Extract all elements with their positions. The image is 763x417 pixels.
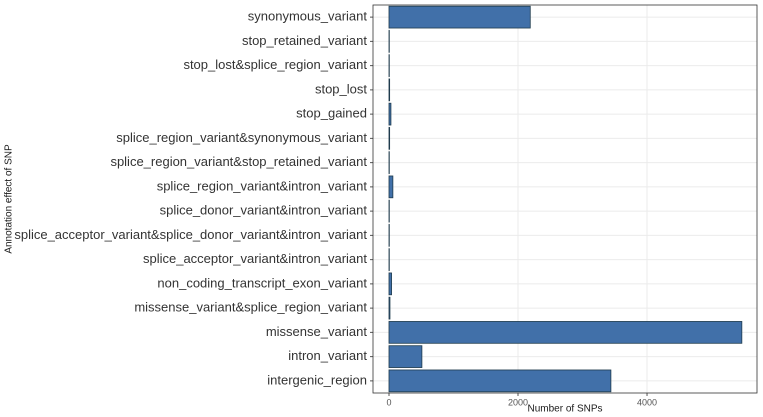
y-tick-label: splice_acceptor_variant&intron_variant [143,251,367,266]
y-tick-label: splice_acceptor_variant&splice_donor_var… [14,227,367,242]
y-tick-label: non_coding_transcript_exon_variant [157,275,367,290]
x-tick-label: 0 [386,397,391,407]
y-tick-label: synonymous_variant [248,9,368,24]
x-axis-title: Number of SNPs [527,404,602,415]
y-tick-label: intron_variant [288,348,367,363]
y-tick-label: missense_variant&splice_region_variant [134,300,367,315]
bar [388,102,392,126]
bar [388,272,392,296]
y-tick-label: splice_region_variant&synonymous_variant [116,130,367,145]
y-tick-label: splice_region_variant&intron_variant [157,178,368,193]
y-tick-label: splice_region_variant&stop_retained_vari… [110,154,367,169]
bar [388,296,391,320]
y-tick-label: stop_lost [315,81,367,96]
bar [388,321,743,344]
y-tick-label: stop_retained_variant [242,33,367,48]
x-tick-label: 2000 [508,397,528,407]
bar [388,175,394,199]
bar [388,345,423,368]
y-tick-label: intergenic_region [267,372,367,387]
y-axis-title: Annotation effect of SNP [4,144,15,254]
bar [388,369,612,393]
x-tick-label: 4000 [637,397,657,407]
y-tick-label: missense_variant [266,324,368,339]
y-tick-label: splice_donor_variant&intron_variant [160,203,368,218]
panel-border [372,4,758,394]
bar [388,5,531,29]
y-tick-label: stop_gained [296,106,367,121]
y-tick-label: stop_lost&splice_region_variant [183,57,367,72]
bar [388,127,391,150]
bar [388,78,391,102]
